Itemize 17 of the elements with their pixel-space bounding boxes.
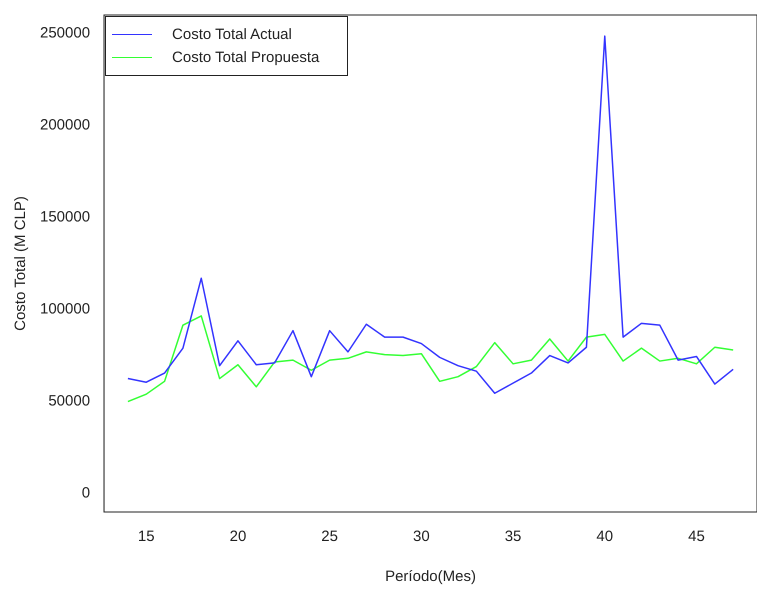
x-tick-label: 40 bbox=[596, 528, 614, 546]
x-tick-label: 35 bbox=[504, 528, 522, 546]
legend-label: Costo Total Actual bbox=[172, 26, 292, 43]
x-axis-title: Período(Mes) bbox=[385, 568, 476, 586]
y-tick-label: 0 bbox=[82, 484, 90, 502]
y-tick-label: 150000 bbox=[40, 208, 90, 226]
x-tick-label: 15 bbox=[138, 528, 155, 546]
y-tick-label: 200000 bbox=[40, 116, 90, 134]
y-tick-label: 100000 bbox=[40, 300, 90, 318]
legend-label: Costo Total Propuesta bbox=[172, 49, 320, 66]
x-tick-label: 30 bbox=[413, 528, 430, 546]
x-tick-label: 25 bbox=[321, 528, 338, 546]
y-tick-label: 250000 bbox=[40, 24, 90, 42]
x-tick-label: 20 bbox=[230, 528, 246, 546]
y-tick-label: 50000 bbox=[48, 392, 90, 410]
y-axis-title: Costo Total (M CLP) bbox=[12, 196, 30, 331]
x-tick-label: 45 bbox=[688, 528, 705, 546]
